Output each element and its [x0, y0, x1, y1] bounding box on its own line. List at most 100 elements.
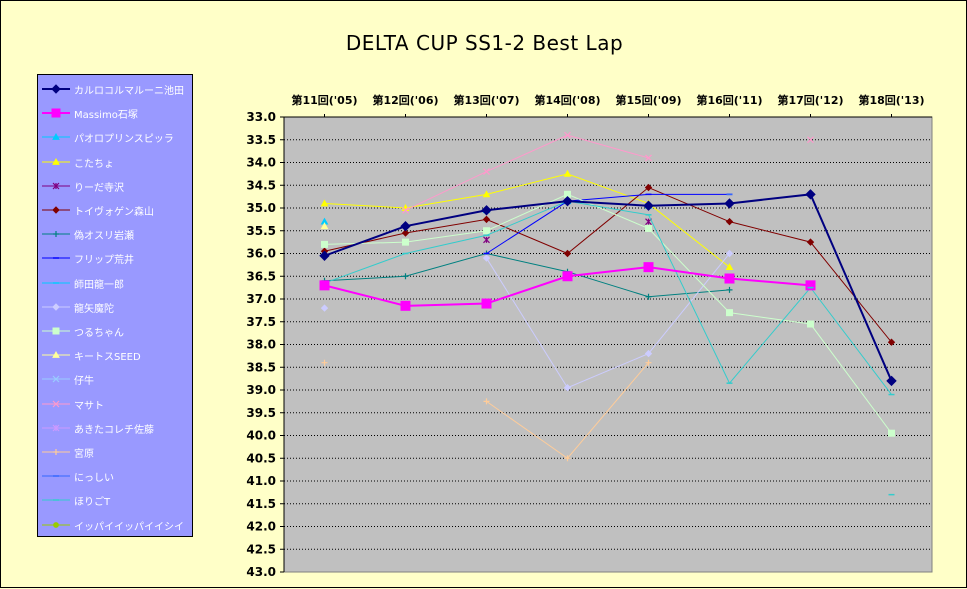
x-tick-label: 第17回('12) — [777, 93, 843, 107]
legend-marker — [52, 133, 60, 141]
y-tick-label: 38.5 — [246, 360, 276, 374]
data-point — [725, 217, 734, 226]
legend-marker — [51, 108, 61, 118]
y-tick-label: 35.5 — [246, 224, 276, 238]
data-point — [320, 199, 329, 207]
series-line — [324, 193, 892, 434]
data-point — [563, 249, 572, 258]
data-point — [645, 293, 652, 300]
y-tick-label: 41.5 — [246, 497, 276, 511]
data-point — [320, 222, 329, 230]
data-point — [645, 359, 652, 366]
x-tick-label: 第16回('11) — [696, 93, 762, 107]
legend-marker — [52, 424, 60, 432]
data-point — [402, 206, 409, 214]
data-point — [643, 200, 654, 211]
series-line — [324, 173, 730, 268]
legend-marker — [52, 327, 60, 335]
data-point — [563, 384, 572, 392]
chart-title: DELTA CUP SS1-2 Best Lap — [345, 31, 624, 55]
data-point — [643, 262, 654, 273]
legend-label: カルロコルマルーニ池田 — [74, 86, 184, 97]
y-tick-label: 36.5 — [246, 269, 276, 283]
data-point — [319, 280, 330, 291]
legend-label: 偽オスリ岩瀬 — [74, 231, 134, 243]
legend-item: 宮原 — [38, 444, 194, 460]
data-point — [886, 375, 897, 387]
legend-swatch — [42, 108, 70, 118]
legend-label: フリップ荒井 — [74, 255, 134, 267]
legend-label: 師田龍一郎 — [74, 279, 124, 291]
data-point — [481, 298, 492, 309]
y-tick-label: 39.5 — [246, 406, 276, 420]
data-point — [807, 136, 814, 144]
legend-marker — [52, 157, 60, 165]
series-line — [405, 134, 649, 211]
legend-item: つるちゃん — [38, 323, 194, 339]
legend-label: パオロプリンスピッラ — [74, 134, 174, 146]
y-tick-label: 42.5 — [246, 542, 276, 556]
data-point — [726, 309, 733, 317]
legend-swatch — [42, 231, 70, 238]
legend-label: トイヴォゲン森山 — [74, 207, 154, 218]
legend-label: にっしい — [74, 473, 114, 485]
data-point — [402, 273, 409, 280]
legend-label: 龍矢魔陀 — [74, 303, 114, 315]
legend-swatch — [42, 400, 70, 408]
data-point — [319, 250, 330, 261]
data-point — [805, 189, 816, 200]
data-point — [402, 238, 409, 246]
x-tick-label: 第12回('06) — [372, 93, 438, 107]
legend-marker — [52, 400, 60, 408]
y-tick-label: 37.0 — [246, 292, 276, 306]
legend-item: 龍矢魔陀 — [38, 299, 194, 315]
legend-label: つるちゃん — [74, 328, 124, 339]
data-point — [724, 273, 735, 284]
series-line — [324, 186, 892, 343]
data-point — [321, 240, 328, 248]
data-point — [563, 169, 572, 177]
legend-marker — [51, 84, 61, 94]
data-point — [483, 398, 490, 405]
data-point — [400, 220, 411, 232]
legend-swatch — [42, 475, 70, 477]
data-point — [888, 429, 895, 437]
legend-item: 師田龍一郎 — [38, 275, 194, 291]
legend-swatch — [42, 303, 70, 311]
y-tick-label: 42.0 — [246, 520, 276, 534]
data-point — [644, 183, 653, 192]
legend-label: りーだ寺沢 — [74, 182, 124, 194]
y-tick-label: 33.0 — [246, 110, 276, 124]
legend-item: こたちょ — [38, 154, 194, 170]
data-point — [725, 263, 734, 271]
data-point — [725, 249, 734, 258]
y-tick-label: 39.0 — [246, 383, 276, 397]
y-tick-label: 40.0 — [246, 429, 276, 443]
x-tick-label: 第13回('07) — [453, 93, 519, 107]
legend-swatch — [42, 157, 70, 165]
legend-swatch — [42, 206, 70, 214]
series-line — [486, 193, 730, 254]
legend-item: りーだ寺沢 — [38, 178, 194, 194]
legend-item: トイヴォゲン森山 — [38, 202, 194, 218]
y-tick-label: 40.5 — [246, 451, 276, 465]
data-point — [483, 227, 490, 235]
data-point — [564, 131, 571, 139]
series-line — [324, 200, 892, 395]
legend-item: にっしい — [38, 468, 194, 484]
legend-swatch — [42, 424, 70, 432]
legend-swatch — [42, 375, 70, 383]
legend: カルロコルマルーニ池田 Massimo石塚 パオロプリンスピッラ こたちょ りーだ寺沢ト… — [37, 74, 193, 537]
legend-label: 仔牛 — [74, 376, 94, 388]
x-tick-label: 第14回('08) — [534, 93, 600, 107]
legend-item: ほりごT — [38, 492, 194, 508]
legend-swatch — [42, 257, 70, 260]
legend-marker — [52, 182, 60, 190]
legend-marker — [52, 303, 60, 311]
legend-item: イッパイイッパイイシイ — [38, 517, 194, 533]
legend-item: キートスSEED — [38, 347, 194, 363]
legend-swatch — [42, 133, 70, 141]
data-point — [482, 215, 491, 224]
y-tick-label: 43.0 — [246, 565, 276, 579]
